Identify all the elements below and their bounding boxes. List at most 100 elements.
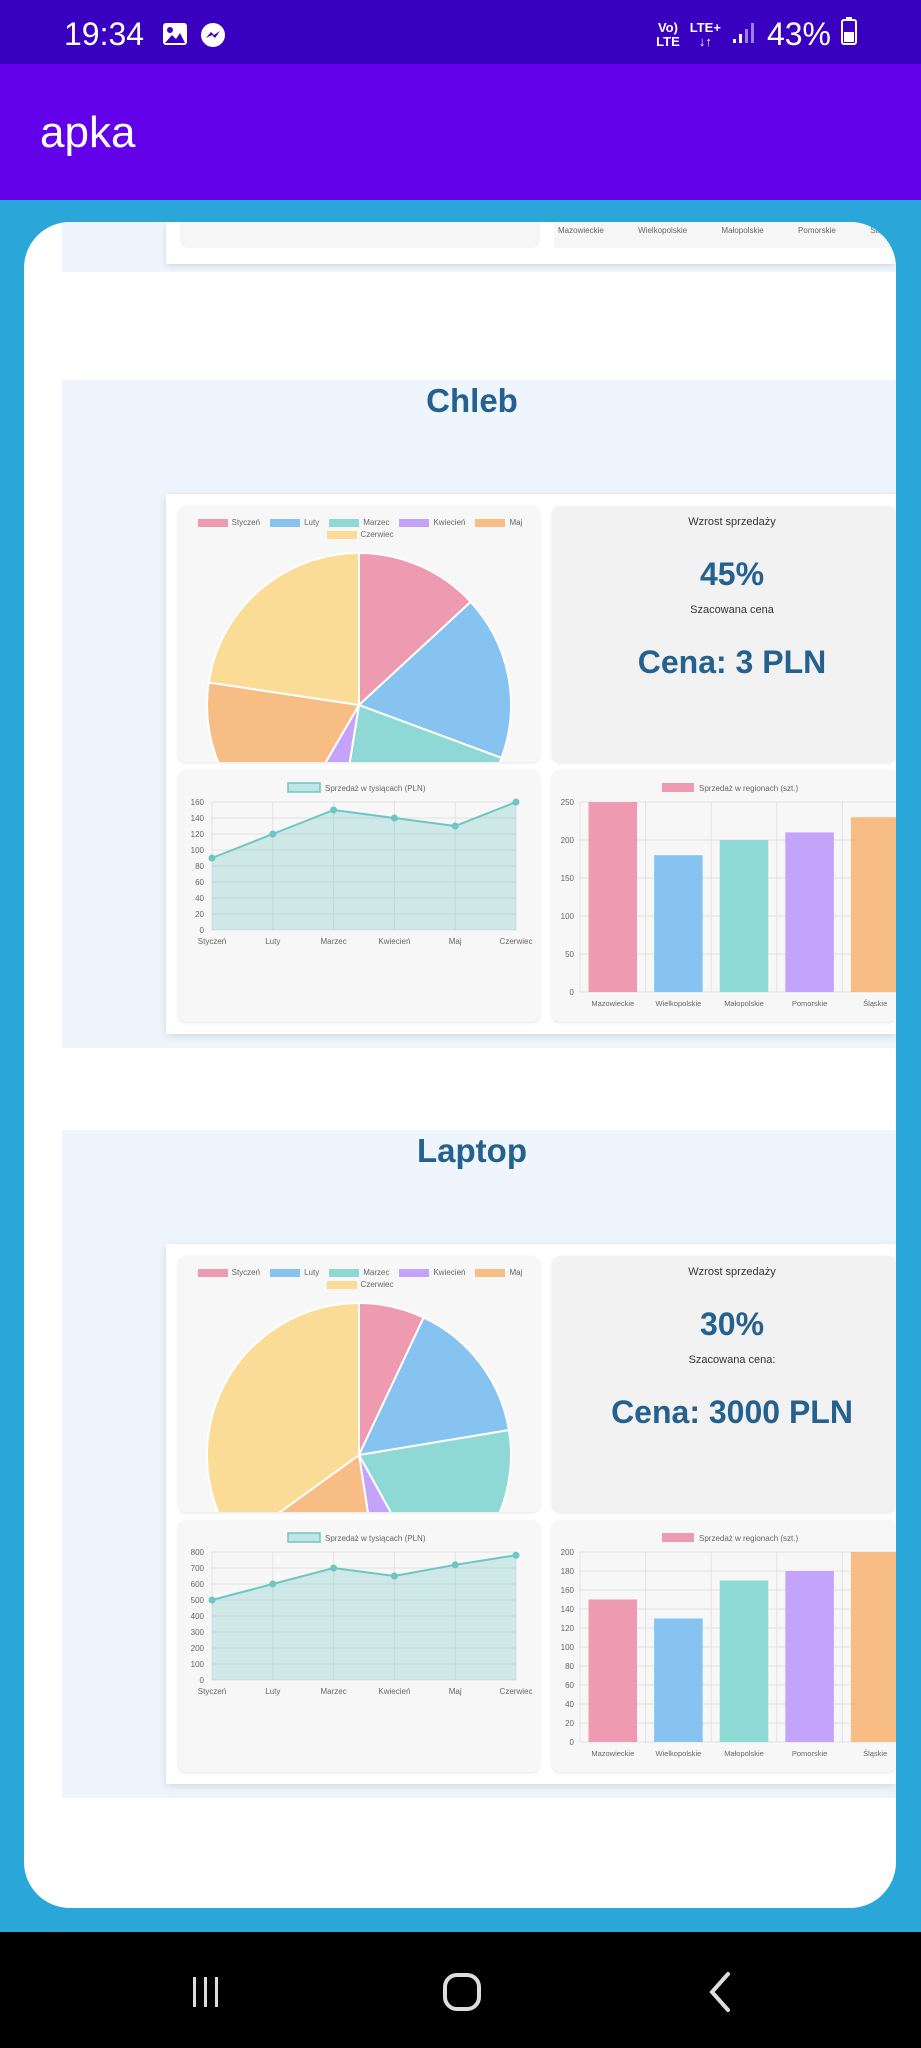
y-tick-label: 400 bbox=[191, 1612, 205, 1621]
home-icon bbox=[443, 1973, 481, 2011]
data-point bbox=[208, 854, 216, 862]
home-button[interactable] bbox=[432, 1962, 492, 2022]
data-point bbox=[330, 1564, 338, 1572]
pie-legend: Styczeń Luty Marzec Kwiecień Maj Czerwiec bbox=[188, 518, 532, 539]
content-card[interactable]: Mazowieckie Wielkopolskie Małopolskie Po… bbox=[24, 222, 896, 1908]
legend-swatch bbox=[326, 530, 357, 539]
x-tick-label: Styczeń bbox=[198, 1687, 226, 1696]
x-tick-label: Czerwiec bbox=[500, 1687, 533, 1696]
legend-label: Sprzedaż w tysiącach (PLN) bbox=[325, 784, 426, 793]
x-tick-label: Maj bbox=[449, 937, 462, 946]
x-tick-label: Marzec bbox=[320, 1687, 346, 1696]
legend-label: Marzec bbox=[363, 518, 390, 527]
y-tick-label: 80 bbox=[195, 862, 204, 871]
y-tick-label: 120 bbox=[561, 1624, 575, 1633]
legend-item[interactable]: Marzec bbox=[329, 1268, 389, 1277]
legend-item[interactable]: Maj bbox=[475, 518, 522, 527]
y-tick-label: 160 bbox=[191, 798, 205, 807]
app-bar: apka bbox=[0, 64, 921, 200]
y-tick-label: 60 bbox=[195, 878, 204, 887]
x-tick-label: Marzec bbox=[320, 937, 346, 946]
bar bbox=[850, 1552, 896, 1742]
legend-swatch bbox=[270, 1268, 301, 1277]
bar bbox=[654, 855, 703, 992]
pie-legend: Styczeń Luty Marzec Kwiecień Maj Czerwiec bbox=[188, 1268, 532, 1289]
data-point bbox=[269, 830, 277, 838]
legend-item[interactable]: Kwiecień bbox=[399, 518, 465, 527]
status-bar: 19:34 Vo) LTE LTE+ ↓↑ 43% bbox=[0, 0, 921, 64]
legend-item[interactable]: Kwiecień bbox=[399, 1268, 465, 1277]
stats-tile: Wzrost sprzedaży 45% Szacowana cena Cena… bbox=[552, 506, 896, 762]
legend-item[interactable]: Luty bbox=[270, 518, 319, 527]
y-tick-label: 120 bbox=[191, 830, 205, 839]
x-tick-label: Styczeń bbox=[198, 937, 226, 946]
legend-label: Czerwiec bbox=[360, 530, 394, 539]
legend-swatch bbox=[326, 1280, 357, 1289]
bar bbox=[588, 802, 638, 992]
data-point bbox=[269, 1580, 277, 1588]
x-tick-label: Luty bbox=[265, 1687, 280, 1696]
x-tick-label: Pomorskie bbox=[792, 1749, 827, 1758]
series-line bbox=[211, 801, 517, 859]
pie-chart-tile: Styczeń Luty Marzec Kwiecień Maj Czerwiec bbox=[178, 506, 540, 762]
price-value: Cena: 3000 PLN bbox=[611, 1394, 853, 1430]
legend-swatch bbox=[475, 518, 506, 527]
product-section: Chleb Styczeń Luty Marzec Kwiecień Maj Czerwi… bbox=[62, 380, 896, 1048]
back-icon bbox=[709, 1972, 730, 2012]
y-tick-label: 20 bbox=[195, 910, 204, 919]
y-tick-label: 80 bbox=[565, 1662, 574, 1671]
bar-chart-tile: Sprzedaż w regionach (szt.) 0 20 40 60 80 100 1… bbox=[552, 1520, 896, 1772]
tick-label: Wielkopolskie bbox=[638, 226, 688, 235]
data-point bbox=[330, 806, 338, 814]
legend-swatch bbox=[662, 1533, 694, 1542]
legend-item[interactable]: Czerwiec bbox=[326, 1280, 394, 1289]
y-tick-label: 40 bbox=[195, 894, 204, 903]
legend-item[interactable]: Maj bbox=[475, 1268, 522, 1277]
bar bbox=[588, 1599, 638, 1742]
legend-item[interactable]: Styczeń bbox=[197, 518, 260, 527]
pie-slice bbox=[358, 1454, 392, 1512]
data-point bbox=[512, 798, 520, 806]
product-dashboard: Styczeń Luty Marzec Kwiecień Maj Czerwiec Wzr… bbox=[166, 494, 896, 1034]
y-tick-label: 180 bbox=[561, 1567, 575, 1576]
data-point bbox=[208, 1596, 216, 1604]
growth-value: 30% bbox=[699, 1306, 765, 1342]
y-tick-label: 300 bbox=[191, 1628, 205, 1637]
battery-percent: 43% bbox=[766, 16, 831, 52]
y-tick-label: 500 bbox=[191, 1596, 205, 1605]
recent-apps-button[interactable] bbox=[176, 1962, 236, 2022]
legend-swatch bbox=[197, 1268, 228, 1277]
status-time: 19:34 bbox=[64, 16, 145, 52]
legend-swatch bbox=[287, 782, 321, 793]
series-line bbox=[211, 1554, 517, 1601]
y-tick-label: 140 bbox=[191, 814, 205, 823]
pie-slice bbox=[324, 704, 360, 762]
legend-label: Styczeń bbox=[231, 1268, 261, 1277]
pie-chart-tile: Styczeń Luty Marzec Kwiecień Maj Czerwiec bbox=[178, 1256, 540, 1512]
y-tick-label: 60 bbox=[565, 1681, 574, 1690]
x-tick-label: Kwiecień bbox=[378, 1687, 410, 1696]
y-tick-label: 200 bbox=[561, 1548, 575, 1557]
legend-label: Maj bbox=[509, 518, 523, 527]
x-tick-label: Pomorskie bbox=[792, 999, 827, 1008]
pie-slice bbox=[358, 551, 473, 708]
product-title: Laptop bbox=[417, 1132, 527, 1169]
line-chart: Sprzedaż w tysiącach (PLN) 0 20 40 60 80 100 12… bbox=[191, 782, 532, 946]
legend-item[interactable]: Styczeń bbox=[197, 1268, 261, 1277]
y-tick-label: 250 bbox=[561, 798, 575, 807]
y-tick-label: 100 bbox=[191, 1660, 205, 1669]
y-tick-label: 160 bbox=[561, 1586, 575, 1595]
legend-label: Czerwiec bbox=[360, 1280, 394, 1289]
pie-slice bbox=[206, 1301, 360, 1512]
tick-label: Mazowieckie bbox=[558, 226, 604, 235]
legend-item[interactable]: Marzec bbox=[329, 518, 389, 527]
pie-chart bbox=[206, 551, 512, 762]
legend-item[interactable]: Czerwiec bbox=[326, 530, 394, 539]
legend-swatch bbox=[662, 783, 694, 792]
volte-indicator: Vo) LTE bbox=[656, 19, 680, 49]
legend-label: Marzec bbox=[363, 1268, 390, 1277]
y-tick-label: 40 bbox=[565, 1700, 574, 1709]
pie-slice bbox=[278, 1453, 369, 1512]
back-button[interactable] bbox=[690, 1962, 750, 2022]
legend-item[interactable]: Luty bbox=[270, 1268, 319, 1277]
